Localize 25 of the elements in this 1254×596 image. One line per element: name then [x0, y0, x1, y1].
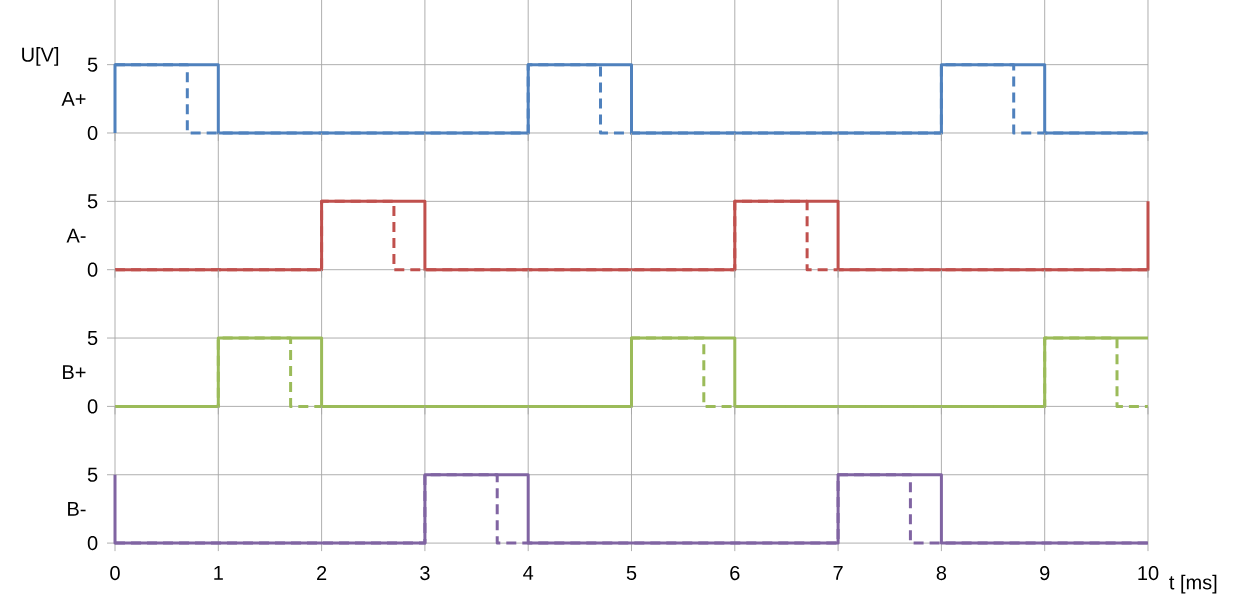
y-tick-label: 5: [87, 194, 98, 209]
y-axis-title: B-: [68, 501, 86, 516]
y-axis-title: B+: [63, 365, 86, 380]
y-axis-title: A+: [61, 91, 86, 106]
y-tick-label: 0: [87, 262, 98, 277]
x-tick-label: 8: [936, 565, 947, 581]
x-tick-label: 10: [1138, 565, 1159, 581]
x-tick-label: 9: [1040, 565, 1050, 581]
y-tick-label: 5: [87, 467, 98, 482]
x-tick-label: 1: [214, 565, 223, 580]
y-axis-title: A-: [66, 228, 86, 243]
text: U[V]: [22, 47, 59, 66]
x-tick-label: 6: [730, 565, 740, 581]
y-tick-label: 0: [87, 535, 98, 551]
x-tick-label: 7: [833, 565, 843, 580]
x-tick-label: 4: [523, 565, 534, 580]
x-axis-title: t [ms]: [1169, 574, 1217, 594]
y-tick-label: 0: [87, 125, 98, 141]
y-tick-label: 0: [87, 399, 98, 414]
x-tick-label: 5: [626, 565, 637, 580]
x-tick-label: 3: [420, 565, 430, 581]
x-tick-label: 0: [110, 565, 120, 581]
y-tick-label: 5: [87, 331, 98, 345]
y-tick-label: 5: [87, 57, 98, 72]
x-tick-label: 2: [317, 565, 327, 580]
